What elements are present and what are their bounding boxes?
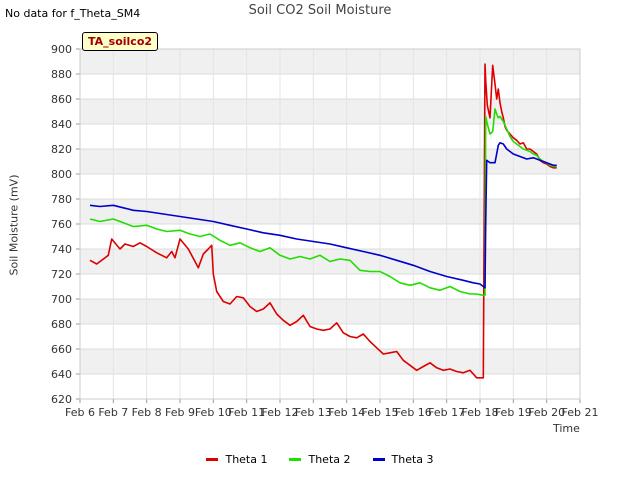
no-data-note: No data for f_Theta_SM4	[5, 7, 141, 20]
x-tick-label: Feb 14	[328, 406, 365, 419]
y-tick-label: 760	[51, 218, 72, 231]
x-axis-label: Time	[553, 422, 580, 435]
legend-item-theta-2: Theta 2	[289, 453, 351, 466]
y-tick-label: 680	[51, 318, 72, 331]
y-tick-label: 660	[51, 343, 72, 356]
plot-band	[80, 149, 580, 174]
x-tick-label: Feb 20	[528, 406, 565, 419]
y-tick-label: 640	[51, 368, 72, 381]
y-tick-label: 900	[51, 43, 72, 56]
x-tick-label: Feb 18	[462, 406, 499, 419]
plot-band	[80, 199, 580, 224]
legend-label-theta-3: Theta 3	[391, 453, 434, 466]
legend: Theta 1 Theta 2 Theta 3	[0, 453, 640, 466]
x-tick-label: Feb 8	[132, 406, 162, 419]
y-tick-label: 800	[51, 168, 72, 181]
legend-item-theta-3: Theta 3	[372, 453, 434, 466]
y-tick-label: 880	[51, 68, 72, 81]
x-tick-label: Feb 13	[295, 406, 332, 419]
x-tick-label: Feb 15	[362, 406, 399, 419]
y-tick-label: 620	[51, 393, 72, 406]
y-tick-label: 720	[51, 268, 72, 281]
series-lines	[89, 63, 557, 379]
series-line-theta-3	[89, 142, 557, 289]
legend-item-theta-1: Theta 1	[206, 453, 267, 466]
legend-swatch-theta-3	[372, 458, 385, 461]
legend-swatch-theta-2	[289, 458, 302, 461]
plot-band	[80, 99, 580, 124]
x-tick-label: Feb 11	[228, 406, 265, 419]
x-tick-label: Feb 17	[428, 406, 465, 419]
y-tick-label: 780	[51, 193, 72, 206]
y-tick-label: 700	[51, 293, 72, 306]
axes: 620 640 660 680 700 720 740 760 780 800 820 840 860 8…	[51, 43, 598, 419]
x-tick-label: Feb 6	[65, 406, 95, 419]
y-tick-label: 840	[51, 118, 72, 131]
x-tick-label: Feb 9	[165, 406, 195, 419]
legend-swatch-theta-1	[206, 458, 219, 461]
plot-band	[80, 49, 580, 74]
plot-band	[80, 349, 580, 374]
x-tick-label: Feb 7	[98, 406, 128, 419]
chart-title: Soil CO2 Soil Moisture	[248, 3, 392, 18]
station-badge: TA_soilco2	[82, 32, 159, 51]
y-tick-label: 740	[51, 243, 72, 256]
legend-label-theta-2: Theta 2	[308, 453, 351, 466]
y-tick-label: 820	[51, 143, 72, 156]
y-tick-label: 860	[51, 93, 72, 106]
series-line-theta-2	[89, 108, 557, 297]
y-axis-label: Soil Moisture (mV)	[7, 174, 21, 276]
plot-band	[80, 299, 580, 324]
x-tick-label: Feb 10	[195, 406, 232, 419]
legend-label-theta-1: Theta 1	[225, 453, 268, 466]
x-tick-label: Feb 19	[495, 406, 532, 419]
x-tick-label: Feb 16	[395, 406, 432, 419]
x-tick-label: Feb 12	[262, 406, 299, 419]
plot-border	[79, 48, 581, 400]
x-tick-label: Feb 21	[562, 406, 599, 419]
